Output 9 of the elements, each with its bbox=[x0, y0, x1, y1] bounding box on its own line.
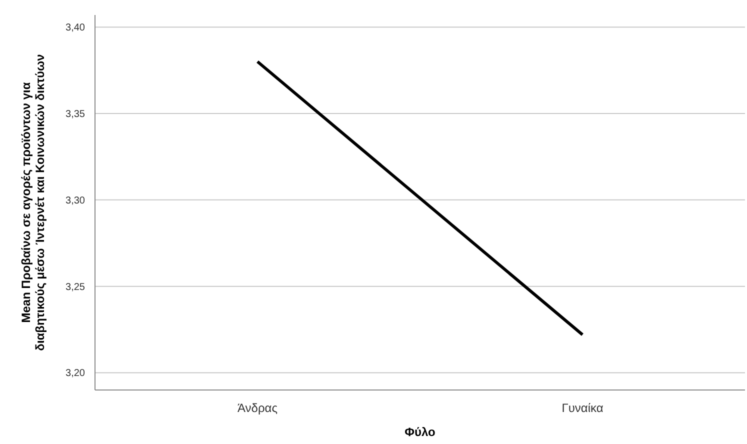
x-tick-label: Γυναίκα bbox=[562, 401, 604, 415]
y-tick-label: 3,20 bbox=[66, 368, 86, 380]
x-axis-title: Φύλο bbox=[404, 425, 436, 439]
y-tick-label: 3,40 bbox=[66, 22, 86, 34]
y-axis-title: Mean Προβαίνω σε αγορές προϊόντων για διαβητικούς μέσω Ίντερνέτ και Κοινωνικών δικτύων bbox=[19, 54, 47, 351]
x-tick-label: Άνδρας bbox=[237, 401, 278, 415]
y-tick-label: 3,25 bbox=[66, 282, 86, 293]
y-tick-label: 3,35 bbox=[66, 109, 86, 120]
y-tick-label: 3,30 bbox=[66, 195, 86, 206]
